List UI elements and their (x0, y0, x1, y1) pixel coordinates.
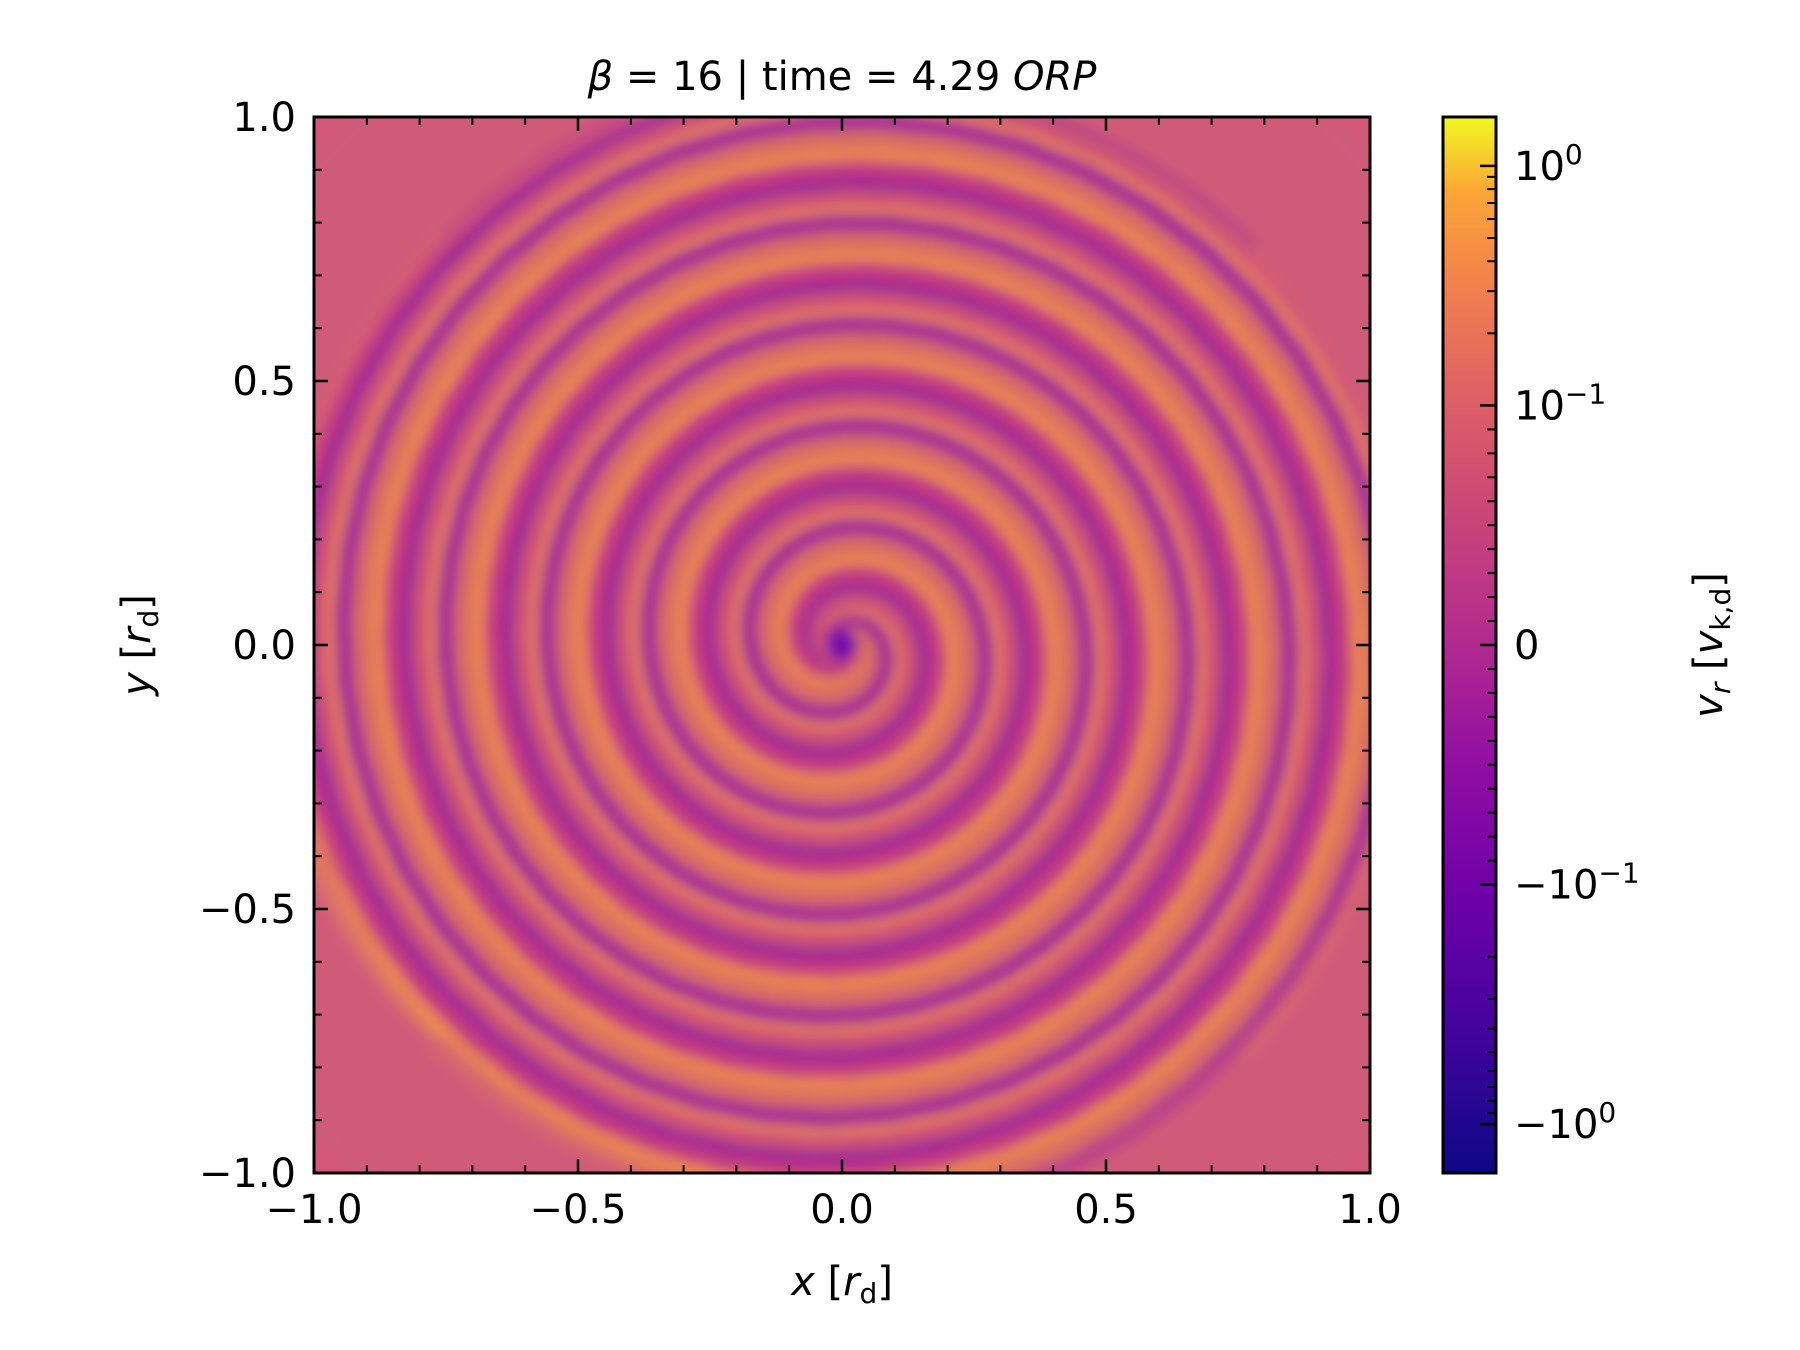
spiral-arm (314, 136, 1370, 1173)
colorbar-tick-label: −10−1 (1514, 857, 1640, 909)
colorbar: 100 10−1 0 −10−1 −100 (1441, 115, 1640, 1175)
spiral-arm (333, 117, 1370, 1173)
colorbar-tick-label: 100 (1514, 138, 1583, 190)
y-tick-label: 0.0 (232, 623, 296, 669)
axes-ticks: −1.0 −0.5 0.0 0.5 1.0 −1.0 −0.5 0.0 0.5 1.0 (199, 95, 1402, 1233)
colorbar-tick-label: 0 (1514, 623, 1539, 669)
x-tick-label: 1.0 (1338, 1187, 1402, 1233)
spiral-arm (314, 117, 1370, 1154)
chart-title: β = 16 | time = 4.29 ORP (587, 54, 1098, 100)
colorbar-ticks: 100 10−1 0 −10−1 −100 (1480, 138, 1640, 1148)
x-tick-label: −0.5 (529, 1187, 626, 1233)
y-tick-label: 0.5 (232, 359, 296, 405)
x-axis-label: x [rd] (789, 1259, 893, 1310)
y-axis-label: y [rd] (114, 594, 165, 697)
y-tick-label: 1.0 (232, 95, 296, 141)
y-tick-label: −1.0 (199, 1151, 296, 1197)
x-tick-label: −1.0 (265, 1187, 362, 1233)
colorbar-label: vr [vk,d] (1686, 572, 1737, 718)
spiral-layer (314, 117, 1370, 1173)
colorbar-tick-label: 10−1 (1514, 377, 1606, 429)
x-tick-label: 0.5 (1074, 1187, 1138, 1233)
colorbar-frame (1441, 115, 1498, 1175)
y-tick-label: −0.5 (199, 887, 296, 933)
heatmap-field (314, 117, 1370, 1173)
spiral-arm (351, 129, 1370, 1173)
center-core (826, 629, 858, 661)
x-tick-label: 0.0 (810, 1187, 874, 1233)
colorbar-tick-label: −100 (1514, 1096, 1616, 1148)
spiral-arm (314, 117, 1351, 1173)
